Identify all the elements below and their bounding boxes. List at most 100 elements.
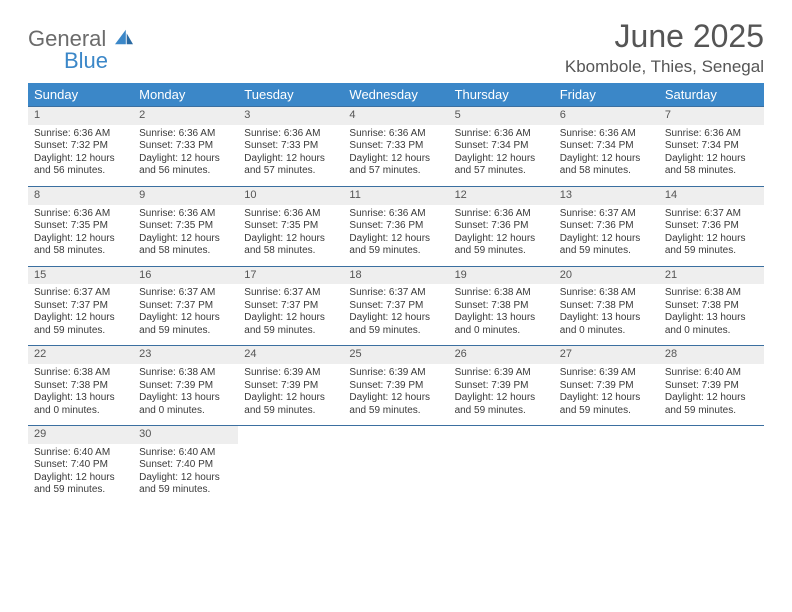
daylight-line1: Daylight: 12 hours [560,153,653,166]
day-number: 13 [554,187,659,205]
daylight-line2: and 58 minutes. [665,165,758,178]
day-number: 7 [659,107,764,125]
sunrise-text: Sunrise: 6:40 AM [34,447,127,460]
day-body: Sunrise: 6:36 AMSunset: 7:35 PMDaylight:… [133,205,238,266]
sunrise-text: Sunrise: 6:36 AM [244,208,337,221]
weekday-wednesday: Wednesday [343,83,448,107]
daylight-line1: Daylight: 12 hours [139,312,232,325]
calendar-day-cell [449,426,554,505]
daylight-line2: and 59 minutes. [455,405,548,418]
daylight-line2: and 59 minutes. [244,325,337,338]
sunrise-text: Sunrise: 6:37 AM [665,208,758,221]
calendar-day-cell [554,426,659,505]
page-header: General Blue June 2025 Kbombole, Thies, … [28,18,764,77]
day-number: 28 [659,346,764,364]
daylight-line1: Daylight: 13 hours [455,312,548,325]
day-number: 25 [343,346,448,364]
daylight-line2: and 56 minutes. [139,165,232,178]
day-body: Sunrise: 6:36 AMSunset: 7:34 PMDaylight:… [659,125,764,186]
daylight-line2: and 59 minutes. [244,405,337,418]
daylight-line2: and 59 minutes. [34,325,127,338]
calendar-week-row: 29Sunrise: 6:40 AMSunset: 7:40 PMDayligh… [28,426,764,505]
weekday-saturday: Saturday [659,83,764,107]
calendar-day-cell: 24Sunrise: 6:39 AMSunset: 7:39 PMDayligh… [238,346,343,426]
sunrise-text: Sunrise: 6:38 AM [665,287,758,300]
sunrise-text: Sunrise: 6:36 AM [560,128,653,141]
calendar-week-row: 1Sunrise: 6:36 AMSunset: 7:32 PMDaylight… [28,107,764,187]
weekday-header-row: Sunday Monday Tuesday Wednesday Thursday… [28,83,764,107]
day-body: Sunrise: 6:37 AMSunset: 7:37 PMDaylight:… [343,284,448,345]
calendar-day-cell [343,426,448,505]
daylight-line2: and 59 minutes. [665,245,758,258]
calendar-week-row: 15Sunrise: 6:37 AMSunset: 7:37 PMDayligh… [28,266,764,346]
day-number: 4 [343,107,448,125]
sunrise-text: Sunrise: 6:38 AM [455,287,548,300]
daylight-line1: Daylight: 12 hours [244,392,337,405]
sunrise-text: Sunrise: 6:38 AM [560,287,653,300]
sunrise-text: Sunrise: 6:40 AM [139,447,232,460]
calendar-day-cell: 12Sunrise: 6:36 AMSunset: 7:36 PMDayligh… [449,186,554,266]
sunrise-text: Sunrise: 6:36 AM [455,208,548,221]
weekday-sunday: Sunday [28,83,133,107]
weekday-friday: Friday [554,83,659,107]
day-body: Sunrise: 6:36 AMSunset: 7:35 PMDaylight:… [238,205,343,266]
sunrise-text: Sunrise: 6:36 AM [455,128,548,141]
sunrise-text: Sunrise: 6:39 AM [455,367,548,380]
weekday-monday: Monday [133,83,238,107]
sunrise-text: Sunrise: 6:37 AM [349,287,442,300]
logo: General Blue [28,18,135,74]
sunset-text: Sunset: 7:40 PM [139,459,232,472]
daylight-line1: Daylight: 12 hours [665,392,758,405]
calendar-day-cell: 5Sunrise: 6:36 AMSunset: 7:34 PMDaylight… [449,107,554,187]
sunset-text: Sunset: 7:33 PM [139,140,232,153]
daylight-line2: and 59 minutes. [139,484,232,497]
daylight-line1: Daylight: 12 hours [665,233,758,246]
daylight-line1: Daylight: 12 hours [455,392,548,405]
calendar-day-cell: 23Sunrise: 6:38 AMSunset: 7:39 PMDayligh… [133,346,238,426]
sunrise-text: Sunrise: 6:36 AM [139,128,232,141]
day-number: 30 [133,426,238,444]
sunrise-text: Sunrise: 6:38 AM [139,367,232,380]
daylight-line2: and 59 minutes. [34,484,127,497]
day-number: 18 [343,267,448,285]
calendar-day-cell: 8Sunrise: 6:36 AMSunset: 7:35 PMDaylight… [28,186,133,266]
day-body: Sunrise: 6:39 AMSunset: 7:39 PMDaylight:… [343,364,448,425]
sunset-text: Sunset: 7:38 PM [455,300,548,313]
sunset-text: Sunset: 7:39 PM [349,380,442,393]
calendar-day-cell: 21Sunrise: 6:38 AMSunset: 7:38 PMDayligh… [659,266,764,346]
calendar-day-cell: 4Sunrise: 6:36 AMSunset: 7:33 PMDaylight… [343,107,448,187]
daylight-line2: and 57 minutes. [349,165,442,178]
sunset-text: Sunset: 7:38 PM [665,300,758,313]
sunrise-text: Sunrise: 6:39 AM [349,367,442,380]
sunrise-text: Sunrise: 6:36 AM [34,208,127,221]
calendar-day-cell: 20Sunrise: 6:38 AMSunset: 7:38 PMDayligh… [554,266,659,346]
sunset-text: Sunset: 7:34 PM [455,140,548,153]
daylight-line2: and 59 minutes. [560,245,653,258]
calendar-day-cell [659,426,764,505]
sunset-text: Sunset: 7:33 PM [244,140,337,153]
calendar-day-cell: 7Sunrise: 6:36 AMSunset: 7:34 PMDaylight… [659,107,764,187]
sunrise-text: Sunrise: 6:37 AM [34,287,127,300]
calendar-week-row: 8Sunrise: 6:36 AMSunset: 7:35 PMDaylight… [28,186,764,266]
sunset-text: Sunset: 7:33 PM [349,140,442,153]
day-number: 20 [554,267,659,285]
day-number: 15 [28,267,133,285]
daylight-line1: Daylight: 12 hours [34,472,127,485]
day-number: 21 [659,267,764,285]
daylight-line2: and 59 minutes. [560,405,653,418]
sunset-text: Sunset: 7:37 PM [139,300,232,313]
day-number: 19 [449,267,554,285]
daylight-line1: Daylight: 12 hours [139,233,232,246]
calendar-week-row: 22Sunrise: 6:38 AMSunset: 7:38 PMDayligh… [28,346,764,426]
sunset-text: Sunset: 7:37 PM [349,300,442,313]
location-label: Kbombole, Thies, Senegal [565,57,764,77]
sunrise-text: Sunrise: 6:36 AM [34,128,127,141]
logo-text-block: General Blue [28,26,135,74]
sunrise-text: Sunrise: 6:37 AM [244,287,337,300]
day-body: Sunrise: 6:38 AMSunset: 7:38 PMDaylight:… [449,284,554,345]
calendar-day-cell: 25Sunrise: 6:39 AMSunset: 7:39 PMDayligh… [343,346,448,426]
sunset-text: Sunset: 7:40 PM [34,459,127,472]
daylight-line1: Daylight: 12 hours [455,233,548,246]
day-number: 1 [28,107,133,125]
calendar-day-cell: 27Sunrise: 6:39 AMSunset: 7:39 PMDayligh… [554,346,659,426]
